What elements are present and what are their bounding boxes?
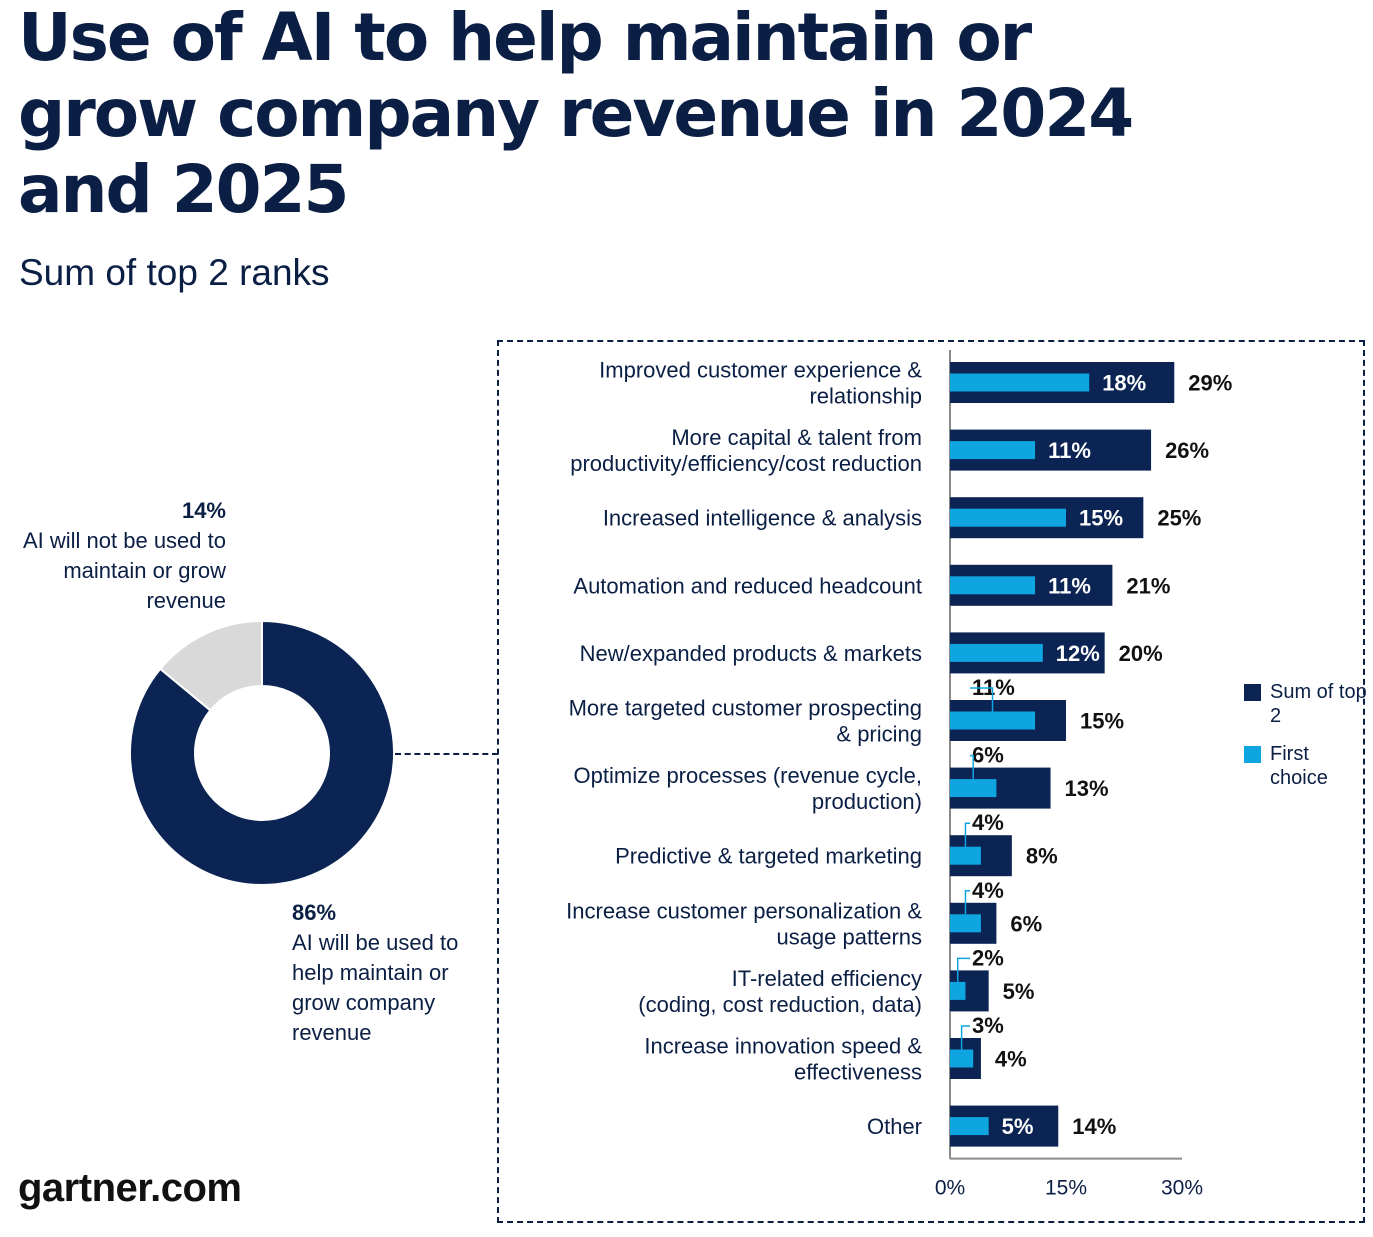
x-tick-label: 30% [1161,1177,1203,1200]
bar-first-choice [950,914,981,933]
value-label-sum-top2: 6% [1010,911,1042,936]
category-label: Other [867,1114,922,1139]
legend-label-first-choice: First choice [1270,743,1328,789]
category-label: Optimize processes (revenue cycle, [574,763,922,788]
bar-first-choice [950,508,1066,527]
donut-text-used: AI will be used to help maintain or grow… [292,930,459,1045]
donut-svg [129,619,395,886]
value-label-sum-top2: 20% [1119,641,1163,666]
legend-item-first-choice: First choice [1244,742,1370,790]
category-label: usage patterns [776,924,922,949]
first-choice-leader-line [964,890,970,915]
first-choice-leader-line [956,957,970,982]
value-label-first-choice: 4% [972,878,1004,903]
value-label-first-choice: 4% [972,810,1004,835]
donut-connector-line [395,753,498,755]
donut-label-not-used: 14% AI will not be used to maintain or g… [20,496,226,616]
value-label-sum-top2: 25% [1157,506,1201,531]
value-label-sum-top2: 4% [995,1047,1027,1072]
bar-first-choice [950,846,981,865]
donut-chart [129,619,395,886]
category-label: production) [812,789,922,814]
category-label: Increased intelligence & analysis [603,506,922,531]
x-tick-label: 0% [935,1177,965,1200]
legend-item-sum-top2: Sum of top 2 [1244,680,1370,728]
bar-chart: 0% 15% 30% Improved customer experience &re… [566,350,1232,1200]
category-label: & pricing [836,722,922,747]
donut-label-used: 86% AI will be used to help maintain or … [292,898,492,1048]
category-label: Improved customer experience & [599,358,922,383]
category-label: More capital & talent from [671,425,922,450]
value-label-first-choice: 5% [1002,1114,1034,1139]
first-choice-leader-line [970,687,994,712]
value-label-first-choice: 2% [972,945,1004,970]
category-label: (coding, cost reduction, data) [638,992,922,1017]
bar-first-choice [950,643,1043,662]
bar-first-choice [950,373,1090,392]
bar-first-choice [950,711,1036,730]
value-label-first-choice: 18% [1102,371,1146,396]
category-label: More targeted customer prospecting [569,696,922,721]
value-label-first-choice: 3% [972,1013,1004,1038]
donut-pct-used: 86% [292,900,337,925]
bar-first-choice [950,779,997,798]
category-label: Increase customer personalization & [566,898,922,923]
legend-label-sum-top2: Sum of top 2 [1270,681,1367,727]
page-subtitle: Sum of top 2 ranks [19,252,330,293]
category-label: relationship [809,384,922,409]
value-label-sum-top2: 14% [1072,1114,1116,1139]
value-label-first-choice: 12% [1056,641,1100,666]
chart-legend: Sum of top 2 First choice [1244,680,1370,804]
donut-segment-0 [129,619,395,886]
first-choice-leader-line [964,822,970,847]
category-label: effectiveness [794,1060,922,1085]
bar-first-choice [950,981,966,1000]
value-label-sum-top2: 15% [1080,709,1124,734]
value-label-first-choice: 11% [1048,573,1091,598]
first-choice-leader-line [960,1025,970,1050]
category-label: Automation and reduced headcount [573,573,922,598]
value-label-first-choice: 11% [1048,438,1091,463]
category-label: productivity/efficiency/cost reduction [570,451,922,476]
category-label: New/expanded products & markets [580,641,922,666]
category-label: IT-related efficiency [732,966,922,991]
donut-pct-not-used: 14% [181,498,226,523]
value-label-first-choice: 6% [972,743,1004,768]
category-label: Predictive & targeted marketing [615,844,922,869]
value-label-sum-top2: 21% [1126,573,1170,598]
bar-first-choice [950,441,1036,460]
bar-first-choice [950,1117,989,1136]
bar-first-choice [950,1049,974,1068]
donut-text-not-used: AI will not be used to maintain or grow … [22,528,226,613]
legend-swatch-sum-top2 [1244,684,1261,701]
value-label-sum-top2: 8% [1026,844,1058,869]
category-label: Increase innovation speed & [644,1034,922,1059]
brand-logo-text: gartner.com [18,1166,242,1210]
legend-swatch-first-choice [1244,746,1261,763]
value-label-sum-top2: 29% [1188,371,1232,396]
first-choice-leader-line [970,754,974,780]
donut-segment-1 [158,619,263,712]
page-title: Use of AI to help maintain or grow compa… [18,0,1134,228]
value-label-sum-top2: 13% [1065,776,1109,801]
bar-first-choice [950,576,1036,595]
value-label-first-choice: 15% [1079,506,1123,531]
bar-chart-frame [497,340,1365,1223]
value-label-sum-top2: 26% [1165,438,1209,463]
value-label-sum-top2: 5% [1003,979,1035,1004]
x-tick-label: 15% [1045,1177,1087,1200]
